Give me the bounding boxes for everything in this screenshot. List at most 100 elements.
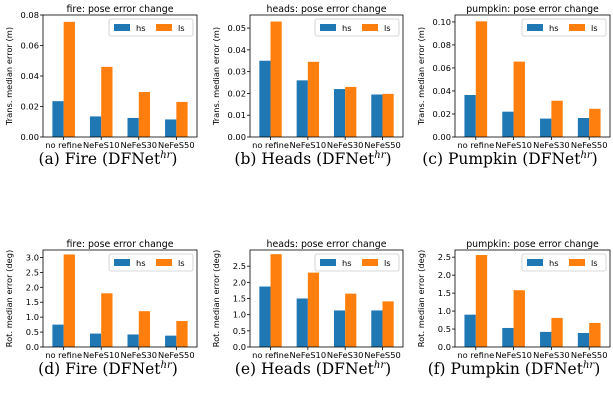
bar-hs-4	[577, 332, 590, 347]
y-tick-label: 0.00	[433, 132, 451, 142]
legend: hs ls	[108, 253, 194, 272]
x-tick-label: NeFeS50	[364, 140, 401, 150]
legend: hs ls	[521, 253, 607, 272]
caption-superscript: hr	[580, 150, 592, 161]
y-axis-label: Rot. median error (deg)	[4, 250, 14, 348]
legend-swatch-ls	[569, 24, 585, 31]
caption-close: )	[591, 150, 598, 169]
plot-frame	[454, 14, 611, 138]
y-tick-label: 0.02	[433, 109, 451, 119]
plot-frame	[42, 249, 198, 348]
chart-title: fire: pose error change	[67, 239, 174, 250]
x-tick-label: no refine	[252, 350, 289, 360]
bar-hs-4	[165, 335, 177, 347]
bar-ls-4	[176, 101, 188, 137]
chart-6: no refine NeFeS10 NeFeS30 NeFeS50 0.0 0.5 1.0 1…	[416, 239, 611, 360]
bar-ls-2	[307, 61, 320, 137]
y-tick-label: 0.02	[228, 88, 246, 98]
bar-ls-2	[513, 61, 525, 138]
bar-hs-4	[165, 119, 177, 137]
plot-frame	[42, 14, 198, 138]
legend-swatch-hs	[114, 259, 130, 266]
y-tick-label: 0.06	[433, 63, 451, 73]
legend-swatch-ls	[156, 259, 172, 266]
y-tick-label: 2.5	[233, 261, 246, 271]
chart-2: no refine NeFeS10 NeFeS30 NeFeS50 0.00 0.01 0.…	[211, 4, 404, 150]
caption-text: (a) Fire (DFNet	[38, 150, 161, 169]
legend: hs ls	[108, 18, 194, 37]
y-tick-label: 0.04	[433, 86, 451, 96]
y-tick-label: 0.04	[21, 71, 39, 81]
y-axis-label: Trans. median error (m)	[211, 27, 221, 126]
legend-swatch-hs	[527, 259, 543, 266]
plot-frame	[249, 249, 404, 348]
y-tick-label: 1.0	[26, 312, 39, 322]
y-tick-label: 0.08	[21, 10, 39, 20]
y-tick-label: 0.06	[21, 41, 39, 51]
chart-title: pumpkin: pose error change	[466, 239, 599, 250]
y-tick-label: 1.5	[438, 288, 451, 298]
x-tick-label: NeFeS10	[290, 350, 327, 360]
caption-close: )	[385, 150, 392, 169]
bar-ls-1	[475, 21, 488, 138]
bar-hs-1	[52, 324, 64, 347]
y-tick-label: 0.08	[433, 40, 451, 50]
subfigure-caption: (b) Heads (DFNethr)	[213, 150, 413, 168]
y-tick-label: 2.5	[438, 252, 451, 262]
y-tick-label: 0.5	[26, 327, 39, 337]
legend: hs ls	[314, 18, 400, 37]
x-tick-label: NeFeS50	[571, 140, 608, 150]
chart-title: pumpkin: pose error change	[466, 4, 599, 15]
chart-title: fire: pose error change	[67, 4, 174, 15]
y-tick-label: 0.10	[433, 17, 451, 27]
legend-swatch-ls	[569, 259, 585, 266]
caption-text: (f) Pumpkin (DFNet	[427, 360, 583, 379]
legend-swatch-ls	[156, 24, 172, 31]
bar-hs-2	[89, 333, 102, 347]
x-tick-label: NeFeS30	[327, 350, 364, 360]
bar-ls-2	[513, 290, 525, 347]
x-tick-label: no refine	[252, 140, 289, 150]
caption-superscript: hr	[160, 150, 172, 161]
subfigure-caption: (a) Fire (DFNethr)	[8, 150, 208, 168]
bar-hs-3	[127, 117, 139, 137]
legend-swatch-ls	[362, 24, 378, 31]
caption-close: )	[385, 360, 392, 379]
bar-ls-1	[270, 254, 282, 347]
bar-ls-2	[101, 293, 113, 347]
y-tick-label: 0.05	[228, 23, 246, 33]
caption-superscript: hr	[582, 360, 595, 371]
x-tick-label: NeFeS50	[158, 140, 195, 150]
x-tick-label: NeFeS30	[327, 140, 364, 150]
legend-box	[108, 253, 194, 272]
bar-ls-2	[101, 66, 113, 137]
legend-swatch-ls	[362, 259, 378, 266]
caption-text: (e) Heads (DFNet	[234, 360, 374, 379]
subfigure-caption: (f) Pumpkin (DFNethr)	[414, 360, 613, 378]
legend-swatch-hs	[320, 259, 336, 266]
legend-swatch-hs	[320, 24, 336, 31]
x-tick-label: NeFeS30	[533, 140, 570, 150]
bar-hs-1	[259, 60, 271, 137]
bar-ls-2	[307, 272, 320, 347]
bar-ls-4	[382, 93, 394, 137]
bar-ls-1	[63, 254, 75, 347]
caption-text: (b) Heads (DFNet	[234, 150, 375, 169]
x-tick-label: NeFeS10	[495, 350, 532, 360]
legend-label-ls: ls	[384, 258, 391, 268]
bar-ls-4	[589, 108, 601, 137]
y-tick-label: 2.0	[233, 277, 246, 287]
bar-ls-3	[551, 317, 563, 347]
subfigure-caption: (c) Pumpkin (DFNethr)	[410, 150, 610, 168]
legend-swatch-hs	[114, 24, 130, 31]
y-tick-label: 0.0	[438, 342, 451, 352]
y-tick-label: 2.5	[26, 267, 39, 277]
x-tick-label: no refine	[45, 350, 82, 360]
y-tick-label: 2.0	[438, 270, 451, 280]
caption-close: )	[594, 360, 601, 379]
x-tick-label: NeFeS10	[495, 140, 532, 150]
bar-hs-1	[464, 314, 476, 347]
bar-hs-1	[259, 286, 271, 347]
bar-hs-4	[577, 118, 590, 137]
bar-ls-4	[589, 322, 601, 347]
